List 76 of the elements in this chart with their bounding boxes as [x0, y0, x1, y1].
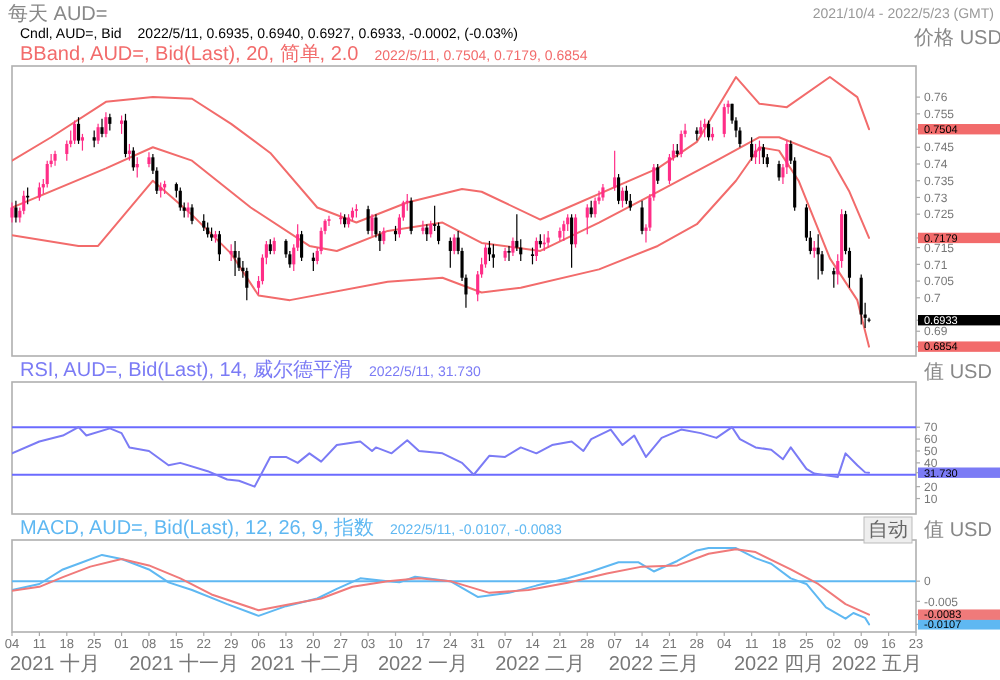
candlestick	[65, 139, 69, 162]
x2-tick-label: 2021 十一月	[129, 652, 240, 676]
candlestick	[96, 123, 100, 145]
candlestick	[613, 150, 617, 192]
candlestick	[757, 139, 762, 165]
candlestick	[233, 240, 237, 277]
x2-tick-label: 2022 二月	[495, 654, 586, 676]
candlestick	[511, 236, 515, 257]
candlestick	[186, 201, 190, 219]
candlestick	[640, 200, 644, 235]
candlestick	[370, 213, 374, 237]
y-axis-title: 价格 USD	[912, 26, 1000, 50]
candlestick	[14, 200, 18, 224]
chart-title: 每天 AUD=	[8, 2, 108, 26]
y-axis-title: 值 USD	[924, 362, 992, 384]
candlestick	[10, 201, 14, 224]
candlestick	[624, 185, 628, 205]
candlestick	[311, 252, 315, 272]
candlestick	[707, 119, 711, 142]
candlestick	[22, 190, 26, 215]
candlestick	[178, 186, 182, 212]
chart-title: 自动	[868, 518, 908, 542]
candlestick	[245, 267, 249, 301]
candlestick	[45, 160, 49, 189]
candlestick	[534, 236, 538, 262]
candlestick	[750, 136, 754, 162]
x2-tick-label: 2022 五月	[831, 654, 922, 676]
candlestick	[217, 230, 221, 262]
candlestick	[722, 103, 726, 138]
candlestick	[507, 245, 511, 262]
text: BBand, AUD=, Bid(Last), 20, 简单, 2.0	[20, 42, 360, 66]
candlestick	[120, 114, 124, 135]
candlestick	[421, 220, 425, 235]
candlestick	[452, 233, 456, 255]
candlestick	[37, 181, 41, 202]
candlestick	[327, 215, 331, 227]
candlestick	[570, 213, 574, 269]
candlestick	[366, 205, 370, 235]
candlestick	[135, 156, 139, 178]
line-series	[12, 146, 871, 348]
candlestick	[703, 118, 707, 138]
candlestick	[656, 163, 660, 185]
candlestick	[562, 220, 566, 242]
y-axis-title: 值 USD	[924, 520, 992, 542]
button: 自动	[863, 516, 913, 544]
candlestick	[190, 203, 194, 225]
candlestick	[679, 129, 683, 158]
candlestick	[409, 196, 413, 235]
candlestick	[573, 213, 578, 249]
candlestick	[73, 119, 77, 145]
line-series	[12, 136, 871, 252]
candlestick	[761, 143, 765, 165]
candlestick	[100, 118, 104, 138]
x2-tick-label: 2021 十月	[10, 652, 101, 676]
annotation: RSI, AUD=, Bid(Last), 14, 威尔德平滑	[20, 358, 353, 382]
x2-tick-label: 2021 十二月	[250, 652, 361, 676]
candlestick	[300, 230, 304, 262]
line-series	[12, 76, 871, 224]
candlestick	[123, 113, 128, 158]
candlestick	[76, 116, 81, 145]
candlestick	[546, 230, 550, 249]
candlestick	[491, 243, 495, 269]
line-series	[12, 426, 871, 488]
candlestick	[593, 196, 597, 219]
candlestick	[585, 203, 589, 235]
text: MACD, AUD=, Bid(Last), 12, 26, 9, 指数	[20, 516, 375, 540]
candlestick	[617, 173, 621, 205]
x2-tick-label: 2022 三月	[608, 654, 699, 676]
candlestick	[859, 273, 863, 326]
candlestick	[104, 111, 108, 138]
x2-tick-label: 2022 四月	[734, 654, 825, 676]
candlestick	[448, 236, 452, 269]
candlestick	[131, 146, 135, 172]
x2-tick-label: 2022 一月	[377, 654, 468, 676]
candlestick	[832, 267, 836, 289]
candlestick	[777, 160, 781, 182]
